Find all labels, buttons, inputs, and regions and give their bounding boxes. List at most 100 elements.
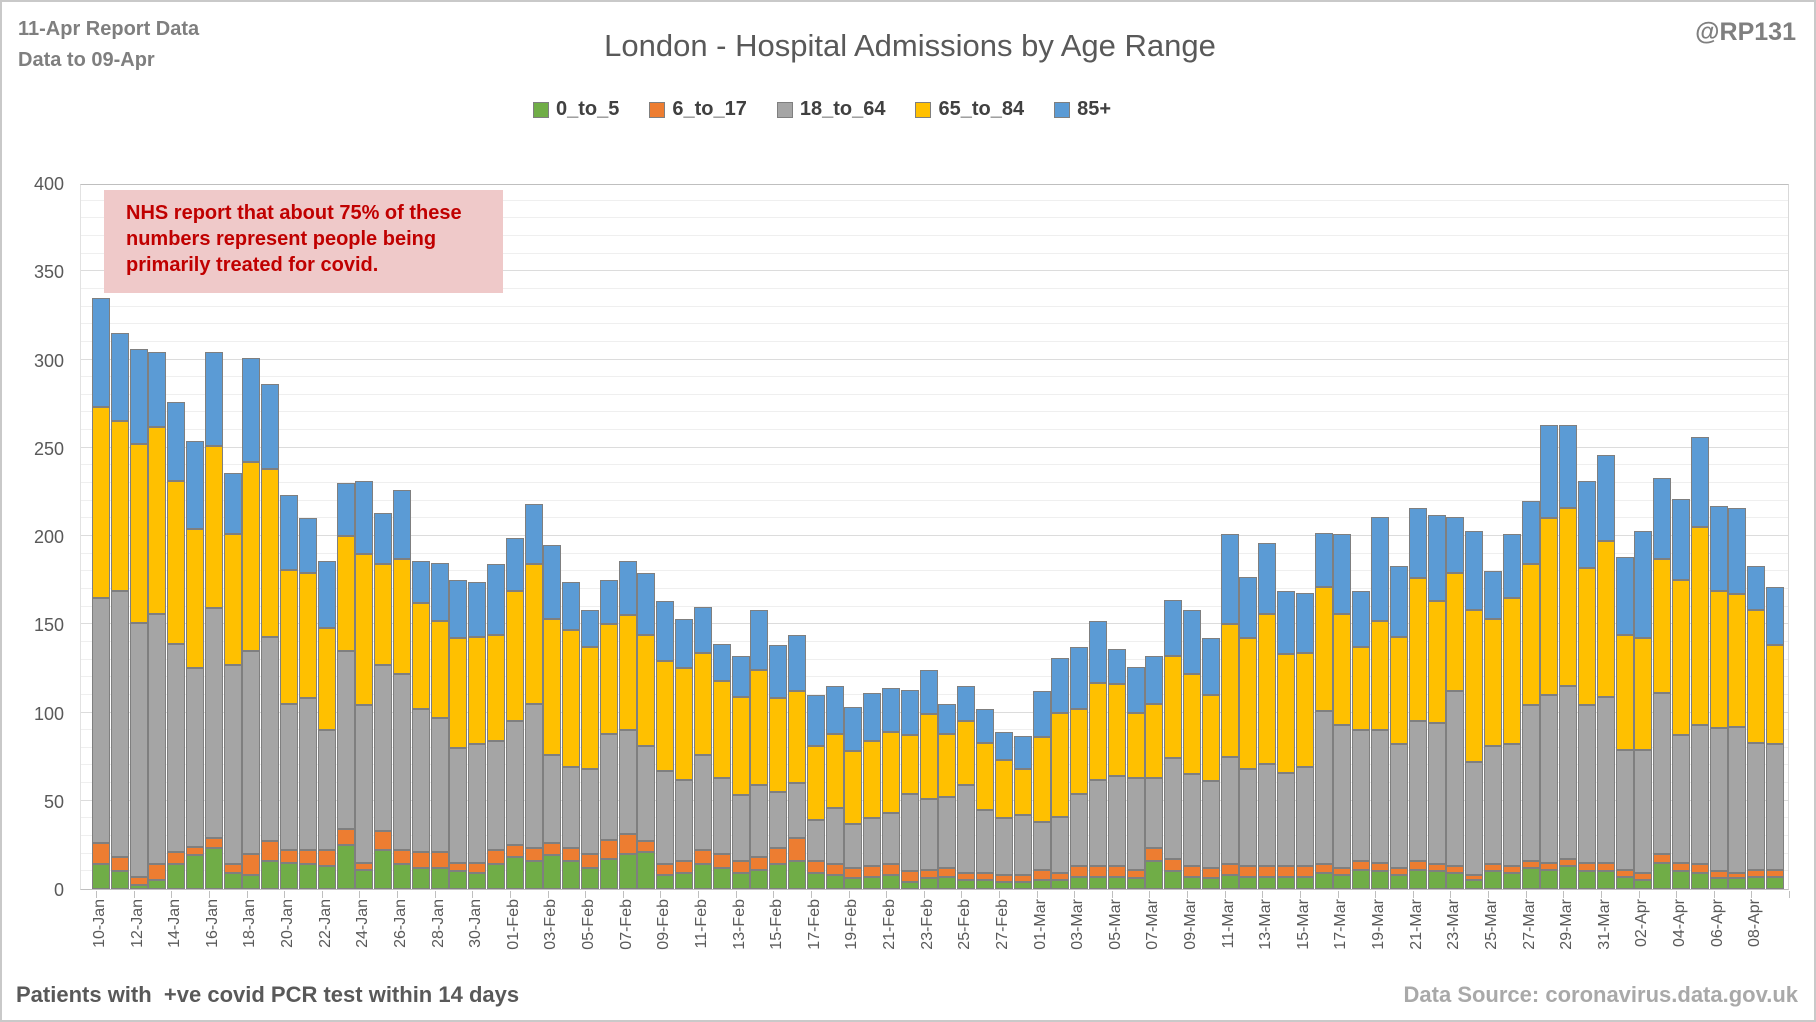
segment-6_to_17	[280, 850, 299, 863]
annotation-line-2: numbers represent people being	[126, 228, 437, 250]
bar-11-Feb	[693, 606, 712, 889]
segment-6_to_17	[957, 873, 976, 881]
gridline	[81, 623, 1788, 625]
segment-85+	[148, 352, 167, 427]
segment-18_to_64	[1126, 777, 1145, 870]
x-tick	[735, 891, 737, 898]
segment-18_to_64	[374, 664, 393, 831]
bar-06-Feb	[599, 580, 618, 889]
segment-85+	[675, 619, 694, 669]
segment-6_to_17	[693, 850, 712, 865]
segment-0_to_5	[317, 866, 336, 889]
x-tick-label: 22-Jan	[316, 899, 334, 948]
segment-6_to_17	[1709, 871, 1728, 879]
segment-0_to_5	[468, 873, 487, 889]
segment-6_to_17	[1107, 866, 1126, 877]
segment-18_to_64	[900, 793, 919, 872]
segment-6_to_17	[919, 869, 938, 879]
segment-0_to_5	[204, 848, 223, 889]
segment-0_to_5	[1220, 874, 1239, 889]
segment-18_to_64	[581, 769, 600, 854]
segment-0_to_5	[1483, 871, 1502, 889]
segment-18_to_64	[449, 747, 468, 863]
segment-0_to_5	[656, 874, 675, 889]
segment-18_to_64	[430, 717, 449, 852]
x-tick-label: 25-Feb	[956, 899, 974, 950]
segment-85+	[882, 687, 901, 732]
bar-20-Jan	[280, 495, 299, 889]
segment-6_to_17	[167, 851, 186, 865]
segment-65_to_84	[731, 696, 750, 796]
gridline	[81, 605, 1788, 607]
segment-18_to_64	[656, 770, 675, 865]
bar-31-Jan	[487, 564, 505, 889]
x-tick	[1638, 891, 1640, 898]
bar-30-Jan	[468, 581, 487, 889]
bar-02-Feb	[524, 504, 543, 889]
segment-0_to_5	[919, 878, 938, 889]
x-tick	[622, 891, 624, 898]
bar-18-Mar	[1352, 590, 1371, 889]
segment-85+	[1352, 590, 1371, 648]
segment-18_to_64	[1446, 691, 1465, 867]
segment-6_to_17	[599, 839, 618, 859]
segment-65_to_84	[957, 721, 976, 785]
segment-65_to_84	[750, 670, 769, 785]
segment-6_to_17	[562, 848, 581, 861]
y-tick-label: 250	[33, 438, 64, 459]
segment-85+	[656, 601, 675, 662]
legend-item-65_to_84: 65_to_84	[915, 98, 1024, 121]
gridline	[81, 234, 1788, 236]
segment-65_to_84	[919, 714, 938, 800]
bar-03-Feb	[543, 544, 562, 889]
gridline	[81, 393, 1788, 395]
bar-24-Mar	[1465, 530, 1484, 889]
segment-6_to_17	[1728, 873, 1747, 879]
segment-85+	[1126, 666, 1145, 713]
segment-6_to_17	[769, 848, 788, 865]
segment-18_to_64	[298, 698, 317, 851]
y-tick-label: 150	[33, 615, 64, 636]
x-tick	[1299, 891, 1301, 898]
segment-6_to_17	[336, 829, 355, 845]
segment-18_to_64	[524, 703, 543, 849]
segment-18_to_64	[1634, 749, 1653, 874]
segment-0_to_5	[787, 860, 806, 889]
segment-18_to_64	[1239, 769, 1258, 867]
segment-65_to_84	[110, 421, 129, 591]
segment-85+	[411, 560, 430, 604]
segment-6_to_17	[1314, 864, 1333, 874]
segment-0_to_5	[957, 880, 976, 889]
segment-18_to_64	[505, 721, 524, 845]
bar-13-Jan	[148, 352, 167, 889]
segment-85+	[806, 694, 825, 747]
segment-18_to_64	[806, 820, 825, 861]
bar-01-Feb	[505, 537, 524, 889]
bar-07-Apr	[1728, 507, 1747, 889]
segment-85+	[787, 634, 806, 692]
segment-65_to_84	[1483, 618, 1502, 747]
segment-0_to_5	[825, 874, 844, 889]
segment-85+	[1070, 647, 1089, 709]
segment-65_to_84	[1521, 564, 1540, 706]
segment-65_to_84	[505, 590, 524, 722]
x-tick-label: 27-Mar	[1520, 899, 1538, 950]
x-tick	[1074, 891, 1076, 898]
segment-18_to_64	[92, 597, 110, 844]
segment-6_to_17	[1239, 866, 1258, 877]
segment-0_to_5	[731, 873, 750, 889]
segment-6_to_17	[1577, 862, 1596, 872]
report-line-2: Data to 09-Apr	[18, 49, 155, 71]
segment-6_to_17	[787, 837, 806, 861]
annotation-note: NHS report that about 75% of these numbe…	[104, 190, 503, 293]
gridline	[81, 358, 1788, 360]
segment-85+	[543, 544, 562, 619]
x-tick-label: 09-Mar	[1181, 899, 1199, 950]
segment-18_to_64	[1559, 686, 1578, 860]
bar-07-Feb	[618, 560, 637, 889]
x-tick	[1600, 891, 1602, 898]
segment-0_to_5	[1728, 878, 1747, 889]
segment-65_to_84	[411, 603, 430, 709]
segment-85+	[167, 401, 186, 482]
segment-65_to_84	[1577, 567, 1596, 706]
